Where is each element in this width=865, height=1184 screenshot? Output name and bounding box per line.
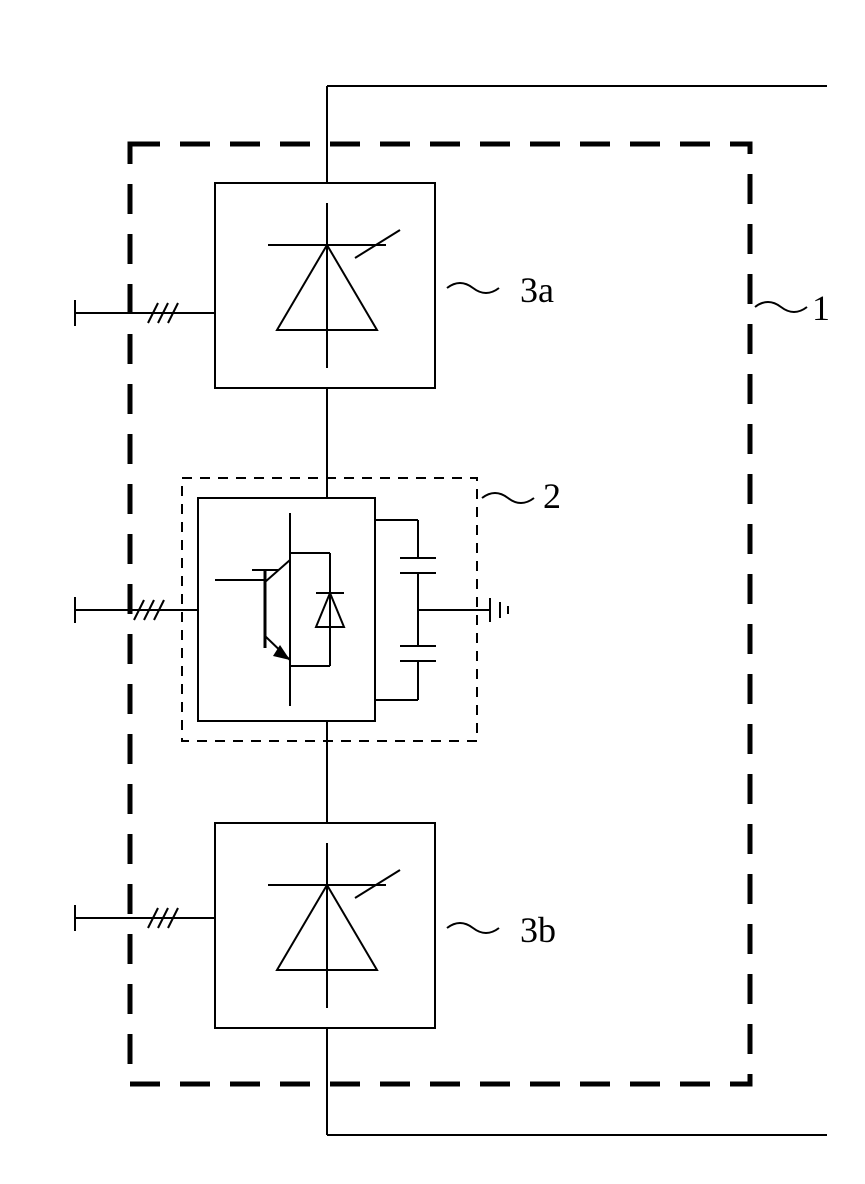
converter-3b-box [215, 823, 435, 1028]
three-phase-3b-icon [148, 908, 178, 928]
label-2-text: 2 [543, 476, 561, 516]
thyristor-3a-icon [268, 203, 400, 368]
label-1-text: 1 [812, 288, 830, 328]
converter-2-box [198, 498, 375, 721]
thyristor-3b-icon [268, 843, 400, 1008]
circuit-diagram: 3a [0, 0, 865, 1184]
label-3a-tilde [447, 283, 499, 293]
label-1-tilde [755, 302, 807, 312]
label-3b-tilde [447, 923, 499, 933]
dc-link-caps-icon [375, 520, 508, 700]
igbt-icon [215, 513, 344, 706]
three-phase-2-icon [134, 600, 164, 620]
converter-3a-box [215, 183, 435, 388]
three-phase-3a-icon [148, 303, 178, 323]
label-2-tilde [482, 493, 534, 503]
label-3b-text: 3b [520, 910, 556, 950]
outer-boundary [130, 144, 750, 1084]
label-3a-text: 3a [520, 270, 554, 310]
